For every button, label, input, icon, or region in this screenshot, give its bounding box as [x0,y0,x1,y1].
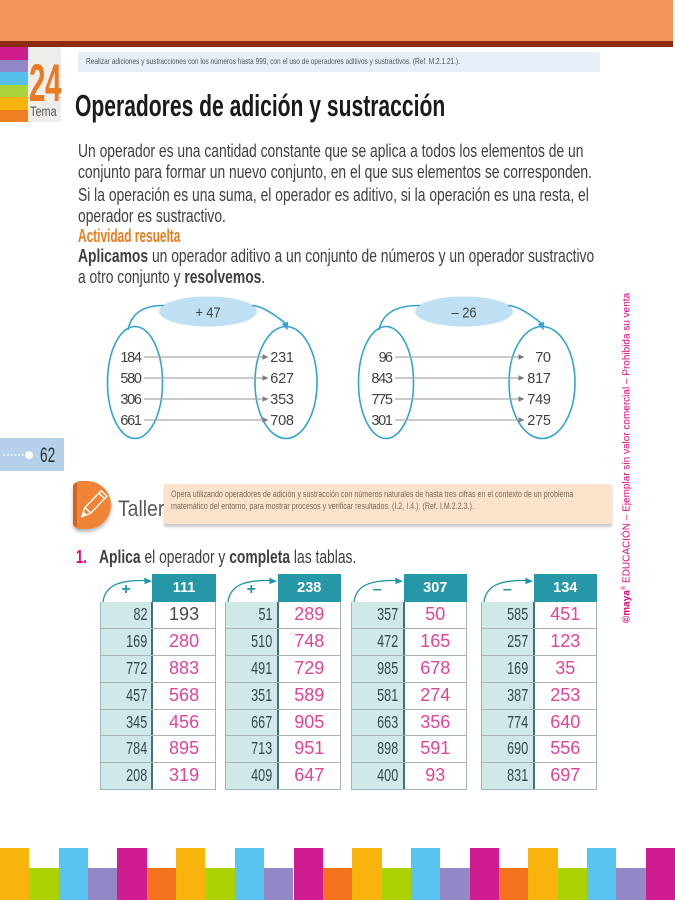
svg-text:749: 749 [527,392,551,408]
svg-text:– 26: – 26 [452,305,477,322]
svg-text:843: 843 [371,371,393,387]
svg-text:353: 353 [270,392,294,408]
svg-text:275: 275 [527,413,551,429]
svg-text:306: 306 [120,392,142,408]
svg-text:661: 661 [120,413,142,429]
svg-text:+ 47: + 47 [196,305,221,322]
svg-text:96: 96 [379,350,393,366]
svg-text:627: 627 [270,371,294,387]
svg-text:301: 301 [371,413,393,429]
svg-text:817: 817 [527,371,551,387]
svg-text:775: 775 [371,392,393,408]
svg-text:184: 184 [120,350,142,366]
svg-text:70: 70 [535,350,551,366]
svg-text:231: 231 [270,350,294,366]
svg-text:580: 580 [120,371,142,387]
svg-text:708: 708 [270,413,294,429]
